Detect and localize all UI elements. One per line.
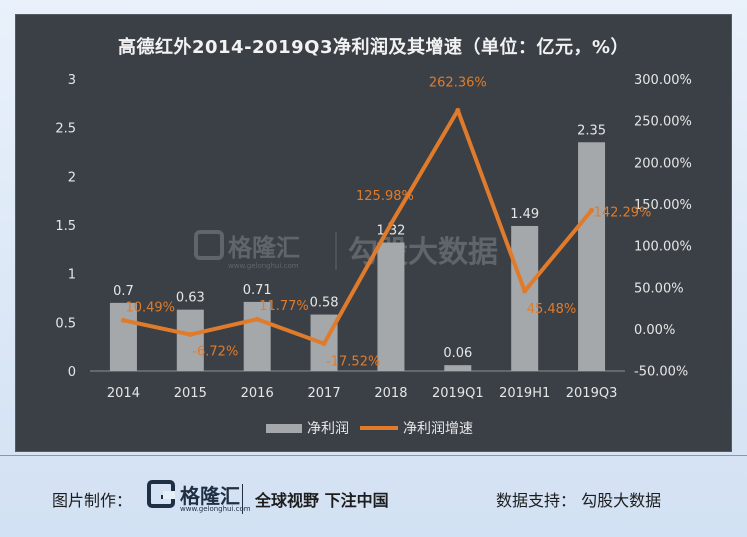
x-tick-label: 2019Q3 bbox=[566, 386, 618, 401]
line-data-label: -6.72% bbox=[192, 345, 238, 360]
y-left-tick-label: 1 bbox=[68, 268, 76, 283]
footer-divider bbox=[0, 455, 747, 456]
logo-separator bbox=[242, 484, 243, 514]
y-right-tick-label: 200.00% bbox=[634, 156, 692, 171]
y-left-tick-label: 1.5 bbox=[55, 219, 76, 234]
y-right-tick-label: 0.00% bbox=[634, 323, 675, 338]
line-point bbox=[522, 288, 528, 294]
bar-data-label: 0.06 bbox=[443, 346, 472, 361]
x-tick-label: 2019H1 bbox=[499, 386, 550, 401]
bar-data-label: 1.49 bbox=[510, 207, 539, 222]
legend-bar-label: 净利润 bbox=[307, 421, 349, 437]
watermark-logo-url: www.gelonghui.com bbox=[228, 262, 299, 270]
bar bbox=[578, 142, 606, 371]
chart-title: 高德红外2014-2019Q3净利润及其增速（单位：亿元，%） bbox=[117, 37, 630, 58]
line-point bbox=[187, 332, 193, 338]
line-data-label: -17.52% bbox=[326, 355, 380, 370]
x-tick-label: 2016 bbox=[241, 386, 274, 401]
x-tick-label: 2019Q1 bbox=[432, 386, 484, 401]
y-right-tick-label: 50.00% bbox=[634, 281, 684, 296]
line-point bbox=[120, 317, 126, 323]
line-data-label: 262.36% bbox=[429, 75, 487, 90]
g-logo-icon bbox=[147, 480, 175, 508]
chart-panel: 高德红外2014-2019Q3净利润及其增速（单位：亿元，%） bbox=[15, 14, 732, 452]
bar-data-label: 0.7 bbox=[113, 284, 134, 299]
logo-text: 格隆汇 bbox=[180, 484, 240, 508]
bar bbox=[444, 365, 472, 371]
bar bbox=[377, 242, 405, 371]
bar-data-label: 0.63 bbox=[176, 291, 205, 306]
data-source: 数据支持： 勾股大数据 bbox=[496, 491, 662, 510]
line-point bbox=[589, 207, 595, 213]
bar-data-label: 0.58 bbox=[310, 296, 339, 311]
bar bbox=[176, 309, 204, 371]
footer: 图片制作： 格隆汇 www.gelonghui.com 全球视野 下注中国 数据… bbox=[0, 470, 747, 520]
line-data-label: 142.29% bbox=[594, 205, 652, 220]
y-left-tick-label: 2.5 bbox=[55, 122, 76, 137]
legend-line-label: 净利润增速 bbox=[403, 421, 473, 437]
line-data-label: 125.98% bbox=[356, 189, 414, 204]
x-tick-label: 2014 bbox=[107, 386, 140, 401]
watermark-partner-text: 勾股大数据 bbox=[348, 235, 498, 270]
growth-line bbox=[121, 108, 594, 346]
line-point bbox=[321, 341, 327, 347]
watermark-logo-text: 格隆汇 bbox=[228, 234, 300, 262]
x-tick-label: 2017 bbox=[308, 386, 341, 401]
bar bbox=[109, 302, 137, 371]
y-right-tick-label: 150.00% bbox=[634, 198, 692, 213]
y-left-tick-label: 2 bbox=[68, 170, 76, 185]
y-right-tick-label: 250.00% bbox=[634, 115, 692, 130]
line-point bbox=[254, 316, 260, 322]
line-point bbox=[455, 107, 461, 113]
logo-url: www.gelonghui.com bbox=[180, 505, 251, 513]
line-data-label: 45.48% bbox=[527, 302, 577, 317]
slogan: 全球视野 下注中国 bbox=[255, 491, 389, 510]
y-right-tick-label: 300.00% bbox=[634, 73, 692, 88]
watermark-g-icon bbox=[194, 230, 224, 260]
legend-bar-swatch bbox=[266, 424, 302, 433]
credit-label: 图片制作： bbox=[52, 491, 133, 510]
x-tick-label: 2018 bbox=[374, 386, 407, 401]
bar bbox=[511, 225, 539, 371]
x-tick-label: 2015 bbox=[174, 386, 207, 401]
y-left-tick-label: 0 bbox=[68, 365, 76, 380]
bar-data-label: 2.35 bbox=[577, 123, 606, 138]
y-left-tick-label: 0.5 bbox=[55, 316, 76, 331]
line-point bbox=[388, 221, 394, 227]
y-left-tick-label: 3 bbox=[68, 73, 76, 88]
line-data-label: 10.49% bbox=[125, 300, 175, 315]
bar bbox=[243, 301, 271, 371]
line-data-label: 11.77% bbox=[259, 299, 309, 314]
y-right-tick-label: -50.00% bbox=[634, 365, 688, 380]
y-right-tick-label: 100.00% bbox=[634, 240, 692, 255]
bar-data-label: 0.71 bbox=[243, 283, 272, 298]
